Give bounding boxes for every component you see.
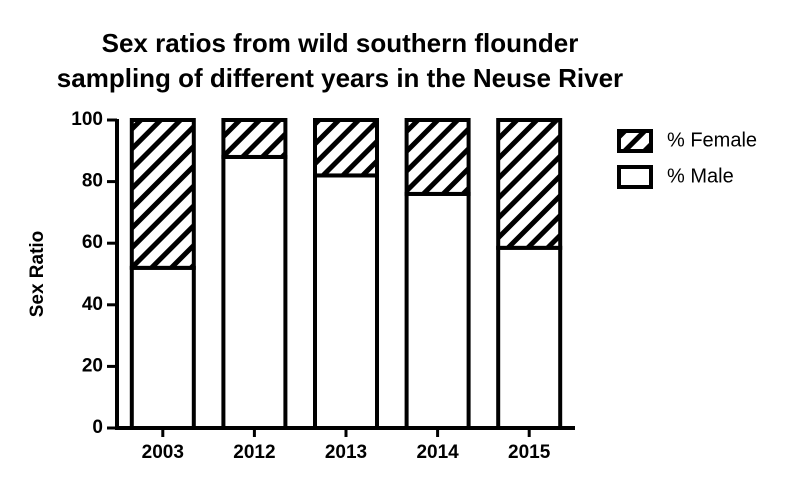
y-axis-label: Sex Ratio: [27, 231, 48, 318]
bar-segment: [313, 173, 379, 430]
legend-label: % Female: [667, 129, 757, 151]
y-tick-label: 80: [82, 171, 103, 192]
bar-segment: [129, 265, 196, 430]
x-tick-label: 2014: [416, 442, 459, 463]
bar-segment: [221, 118, 288, 159]
bar-segment: [313, 118, 379, 178]
bar-segment: [404, 118, 471, 196]
bar-segment: [496, 118, 563, 250]
y-tick-label: 60: [82, 232, 103, 253]
y-tick-label: 20: [82, 355, 103, 376]
legend-swatch: [617, 165, 653, 189]
bar-segment: [404, 191, 471, 430]
x-tick-label: 2003: [142, 442, 184, 463]
y-tick-label: 100: [71, 109, 103, 130]
chart-title: Sex ratios from wild southern flounder: [102, 28, 579, 58]
legend-label: % Male: [667, 165, 734, 187]
y-tick-label: 0: [92, 417, 103, 438]
y-tick-label: 40: [82, 294, 103, 315]
x-tick-label: 2012: [233, 442, 275, 463]
x-tick-label: 2015: [508, 442, 551, 463]
x-tick-label: 2013: [325, 442, 367, 463]
bar-segment: [129, 118, 196, 270]
chart-title: sampling of different years in the Neuse…: [57, 63, 623, 93]
bar-segment: [221, 154, 288, 431]
legend-swatch: [617, 129, 653, 153]
bar-segment: [496, 245, 563, 430]
